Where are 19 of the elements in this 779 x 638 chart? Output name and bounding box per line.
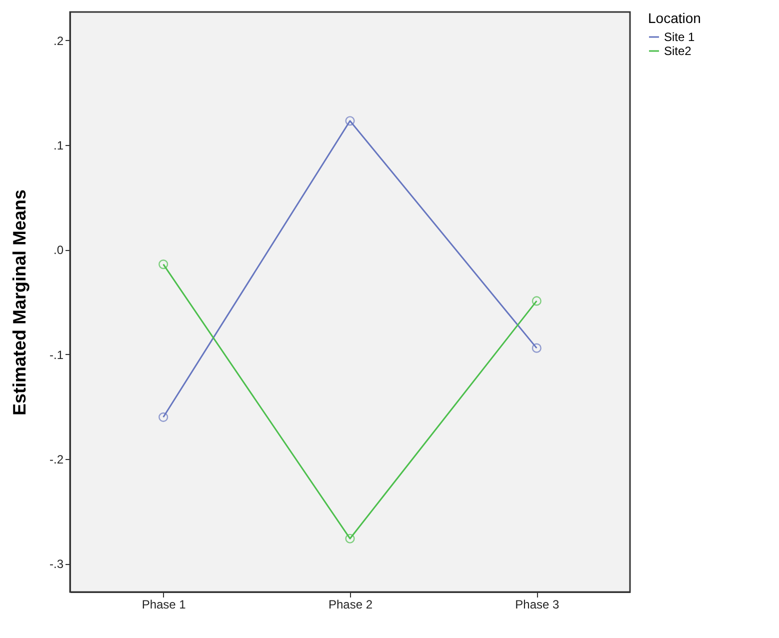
y-tick-label: .1: [53, 138, 64, 152]
point: [345, 534, 355, 544]
y-tick-label: -.3: [49, 557, 64, 572]
y-tick-label: .0: [53, 243, 64, 258]
y-tick-label: -.1: [49, 348, 64, 362]
x-tick-label: Phase 3: [515, 598, 560, 612]
legend-label: Site2: [664, 44, 692, 58]
legend-title: Location: [648, 10, 701, 26]
x-tick-label: Phase 1: [142, 598, 186, 612]
point: [532, 343, 542, 353]
point: [532, 296, 542, 306]
y-axis-title: Estimated Marginal Means: [9, 189, 30, 416]
legend-label: Site 1: [664, 30, 696, 44]
point: [345, 116, 355, 126]
y-tick-label: .2: [53, 34, 64, 48]
x-tick-label: Phase 2: [328, 598, 373, 612]
point: [158, 260, 168, 270]
point: [158, 412, 168, 422]
y-tick-label: -.2: [49, 452, 64, 467]
